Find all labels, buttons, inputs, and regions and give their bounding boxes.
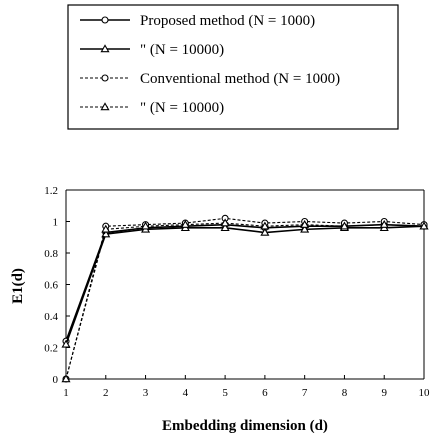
series-2-line [65,225,425,345]
series-4-point [220,218,230,227]
series-4-point [61,374,71,383]
series-4-point [419,221,429,230]
legend-entry-1: Proposed method (N = 1000) [80,13,315,29]
y-tick-label: 0.2 [44,343,58,355]
legend-entry-4: " (N = 10000) [80,100,224,116]
legend-swatch-marker [101,16,109,24]
series-4-point [339,221,349,230]
chart-legend: Proposed method (N = 1000) " (N = 10000) C… [67,4,399,130]
y-ticks: 0 0.2 0.4 0.6 0.8 1 1.2 [44,185,70,386]
y-tick-label: 1.2 [44,185,58,197]
legend-label: " (N = 10000) [140,100,224,116]
y-tick-label: 1 [53,217,59,229]
series-3 [62,214,428,383]
x-tick-label: 5 [222,387,228,399]
x-tick-label: 9 [381,387,387,399]
x-tick-label: 4 [183,387,189,399]
series-4-line [65,222,425,380]
series-4-point [141,221,151,230]
series-2-point [260,227,270,236]
y-tick-label: 0.6 [44,280,58,292]
legend-swatch-marker [100,44,110,53]
x-tick-label: 6 [262,387,268,399]
y-tick-label: 0.4 [44,311,58,323]
x-tick-label: 7 [302,387,308,399]
legend-label: Proposed method (N = 1000) [140,13,315,29]
x-ticks: 1 2 3 4 5 6 7 8 9 10 [63,375,430,399]
series-4-point [180,219,190,228]
legend-swatch-marker [100,102,110,111]
chart-axes [65,189,425,380]
series-4-point [300,219,310,228]
series-4 [61,218,429,383]
y-tick-label: 0 [53,374,59,386]
series-3-line [65,217,425,380]
x-tick-label: 3 [143,387,149,399]
series-2-point [61,339,71,348]
series-4-point [379,219,389,228]
series-4-point [101,224,111,233]
series-2-point [220,223,230,232]
series-2-point [300,224,310,233]
legend-entry-3: Conventional method (N = 1000) [80,71,340,87]
series-2 [61,221,429,348]
legend-label: " (N = 10000) [140,42,224,58]
series-1 [62,221,428,345]
legend-swatch-marker [101,74,109,82]
x-tick-label: 1 [63,387,69,399]
legend-label: Conventional method (N = 1000) [140,71,340,87]
y-axis-title: E1(d) [10,268,26,304]
series-group [61,214,429,383]
legend-frame [67,4,399,130]
x-tick-label: 10 [419,387,431,399]
series-1-line [65,223,425,342]
legend-entry-2: " (N = 10000) [80,42,224,58]
x-tick-label: 2 [103,387,109,399]
y-tick-label: 0.8 [44,248,58,260]
x-tick-label: 8 [342,387,348,399]
series-4-point [260,221,270,230]
x-axis-title: Embedding dimension (d) [162,418,328,434]
